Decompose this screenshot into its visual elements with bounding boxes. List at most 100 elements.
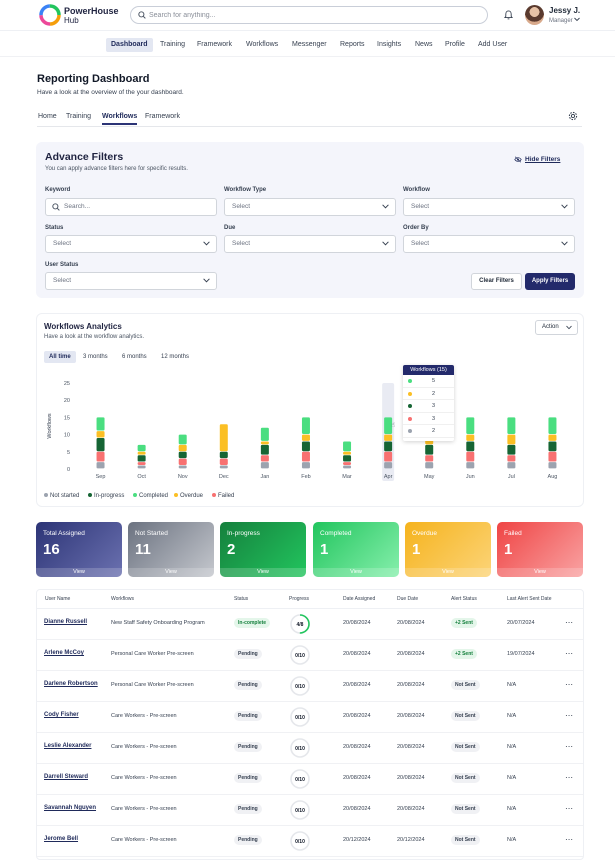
legend-item[interactable]: Not started bbox=[44, 493, 79, 499]
more-options-icon[interactable]: ⋯ bbox=[565, 773, 573, 782]
workflow-name: Care Workers - Pre-screen bbox=[111, 775, 177, 781]
nav-profile[interactable]: Profile bbox=[445, 41, 465, 48]
col-date-assigned[interactable]: Date Assigned bbox=[343, 596, 376, 602]
tab-framework[interactable]: Framework bbox=[145, 113, 181, 120]
table-row[interactable]: Savannah Nguyen Care Workers - Pre-screen… bbox=[37, 795, 583, 826]
more-options-icon[interactable]: ⋯ bbox=[565, 835, 573, 844]
user-name-link[interactable]: Savannah Nguyen bbox=[44, 805, 97, 811]
range-6-months[interactable]: 6 months bbox=[122, 354, 147, 360]
legend-item[interactable]: Failed bbox=[212, 493, 234, 499]
avatar[interactable] bbox=[525, 5, 544, 25]
table-row[interactable]: Dianne Russell New Staff Safety Onboardin… bbox=[37, 609, 583, 640]
bar-segment bbox=[260, 444, 269, 455]
order-by-select[interactable]: Select bbox=[403, 235, 575, 253]
user-name[interactable]: Jessy J. bbox=[549, 6, 581, 15]
more-options-icon[interactable]: ⋯ bbox=[565, 742, 573, 751]
progress-value: 0/10 bbox=[295, 746, 305, 752]
more-options-icon[interactable]: ⋯ bbox=[565, 618, 573, 627]
col-status[interactable]: Status bbox=[234, 596, 249, 602]
tooltip-value: 2 bbox=[432, 390, 436, 397]
user-name-link[interactable]: Leslie Alexander bbox=[44, 743, 92, 749]
global-search[interactable] bbox=[130, 6, 488, 24]
hide-filters-link[interactable]: Hide Filters bbox=[514, 156, 560, 163]
legend-item[interactable]: Overdue bbox=[174, 493, 203, 499]
table-row[interactable]: Darrell Steward Care Workers - Pre-screen… bbox=[37, 764, 583, 795]
table-row[interactable]: Cody Fisher Care Workers - Pre-screen Pend… bbox=[37, 702, 583, 733]
bell-icon[interactable] bbox=[504, 10, 513, 20]
user-status-select[interactable]: Select bbox=[45, 272, 217, 290]
table-row[interactable]: Arlene McCoy Personal Care Worker Pre-scr… bbox=[37, 640, 583, 671]
legend-item[interactable]: Completed bbox=[133, 493, 168, 499]
user-role-label: Manager bbox=[549, 18, 573, 24]
stat-card-view-button[interactable]: View bbox=[220, 568, 306, 577]
stat-card-view-button[interactable]: View bbox=[313, 568, 399, 577]
nav-news[interactable]: News bbox=[415, 41, 433, 48]
range-12-months[interactable]: 12 months bbox=[161, 354, 190, 360]
stat-card-view-button[interactable]: View bbox=[36, 568, 122, 577]
workflow-type-select[interactable]: Select bbox=[224, 198, 396, 216]
stat-card-view-button[interactable]: View bbox=[497, 568, 583, 577]
tab-workflows[interactable]: Workflows bbox=[102, 113, 138, 125]
bar-segment bbox=[137, 455, 146, 462]
nav-framework[interactable]: Framework bbox=[197, 41, 233, 48]
table-row[interactable]: Jerome Bell Care Workers - Pre-screen Pend… bbox=[37, 826, 583, 857]
range-3-months[interactable]: 3 months bbox=[83, 354, 108, 360]
col-alert-status[interactable]: Alert Status bbox=[451, 596, 477, 602]
table-row[interactable]: Leslie Alexander Care Workers - Pre-scree… bbox=[37, 733, 583, 764]
workflow-select[interactable]: Select bbox=[403, 198, 575, 216]
nav-workflows[interactable]: Workflows bbox=[246, 41, 279, 48]
powerhouse-logo-icon[interactable] bbox=[38, 4, 62, 26]
user-name-link[interactable]: Darlene Robertson bbox=[44, 681, 98, 687]
col-last-alert[interactable]: Last Alert Sent Date bbox=[507, 596, 552, 602]
user-name-link[interactable]: Jerome Bell bbox=[44, 836, 79, 842]
bar-segment bbox=[466, 417, 475, 434]
more-options-icon[interactable]: ⋯ bbox=[565, 711, 573, 720]
user-name-link[interactable]: Cody Fisher bbox=[44, 712, 79, 718]
nav-messenger[interactable]: Messenger bbox=[292, 41, 327, 48]
table-row[interactable]: Darlene Robertson Personal Care Worker Pr… bbox=[37, 671, 583, 702]
bar-segment bbox=[96, 438, 105, 452]
legend-item[interactable]: In-progress bbox=[88, 493, 124, 499]
stat-card-failed: Failed 1 View bbox=[497, 522, 583, 577]
bar-segment bbox=[178, 451, 187, 459]
user-name-link[interactable]: Darrell Steward bbox=[44, 774, 89, 780]
nav-dashboard[interactable]: Dashboard bbox=[106, 38, 153, 52]
date-assigned: 20/08/2024 bbox=[343, 651, 371, 657]
user-name-link[interactable]: Dianne Russell bbox=[44, 619, 88, 625]
stat-card-label: In-progress bbox=[227, 530, 260, 537]
top-header: PowerHouse Hub Jessy J. Manager bbox=[0, 0, 615, 31]
stat-card-view-button[interactable]: View bbox=[405, 568, 491, 577]
search-input[interactable] bbox=[149, 9, 469, 21]
more-options-icon[interactable]: ⋯ bbox=[565, 804, 573, 813]
nav-training[interactable]: Training bbox=[160, 41, 186, 48]
nav-insights[interactable]: Insights bbox=[377, 41, 402, 48]
user-name-link[interactable]: Arlene McCoy bbox=[44, 650, 85, 656]
col-progress[interactable]: Progress bbox=[289, 596, 310, 602]
nav-reports[interactable]: Reports bbox=[340, 41, 365, 48]
pointer-cursor-icon: ☝ bbox=[391, 421, 395, 429]
keyword-input[interactable]: Search... bbox=[45, 198, 217, 216]
tab-home[interactable]: Home bbox=[38, 113, 57, 120]
legend-dot bbox=[174, 493, 178, 498]
bar-segment bbox=[137, 465, 146, 469]
stat-card-value: 1 bbox=[504, 541, 513, 558]
legend-dot bbox=[44, 493, 48, 498]
user-role[interactable]: Manager bbox=[549, 17, 581, 24]
apply-filters-button[interactable]: Apply Filters bbox=[525, 273, 575, 290]
action-dropdown[interactable]: Action bbox=[535, 320, 578, 335]
clear-filters-button[interactable]: Clear Filters bbox=[471, 273, 522, 290]
stat-card-view-button[interactable]: View bbox=[128, 568, 214, 577]
nav-add-user[interactable]: Add User bbox=[478, 41, 508, 48]
col-user-name[interactable]: User Name bbox=[45, 596, 71, 602]
col-due-date[interactable]: Due Date bbox=[397, 596, 419, 602]
due-select[interactable]: Select bbox=[224, 235, 396, 253]
status-select[interactable]: Select bbox=[45, 235, 217, 253]
gear-icon[interactable] bbox=[568, 111, 578, 121]
more-options-icon[interactable]: ⋯ bbox=[565, 680, 573, 689]
more-options-icon[interactable]: ⋯ bbox=[565, 649, 573, 658]
range-all-time[interactable]: All time bbox=[44, 351, 76, 363]
progress-ring-track bbox=[290, 645, 310, 665]
col-workflows[interactable]: Workflows bbox=[111, 596, 134, 602]
tab-training[interactable]: Training bbox=[66, 113, 92, 120]
date-assigned: 20/08/2024 bbox=[343, 620, 371, 626]
